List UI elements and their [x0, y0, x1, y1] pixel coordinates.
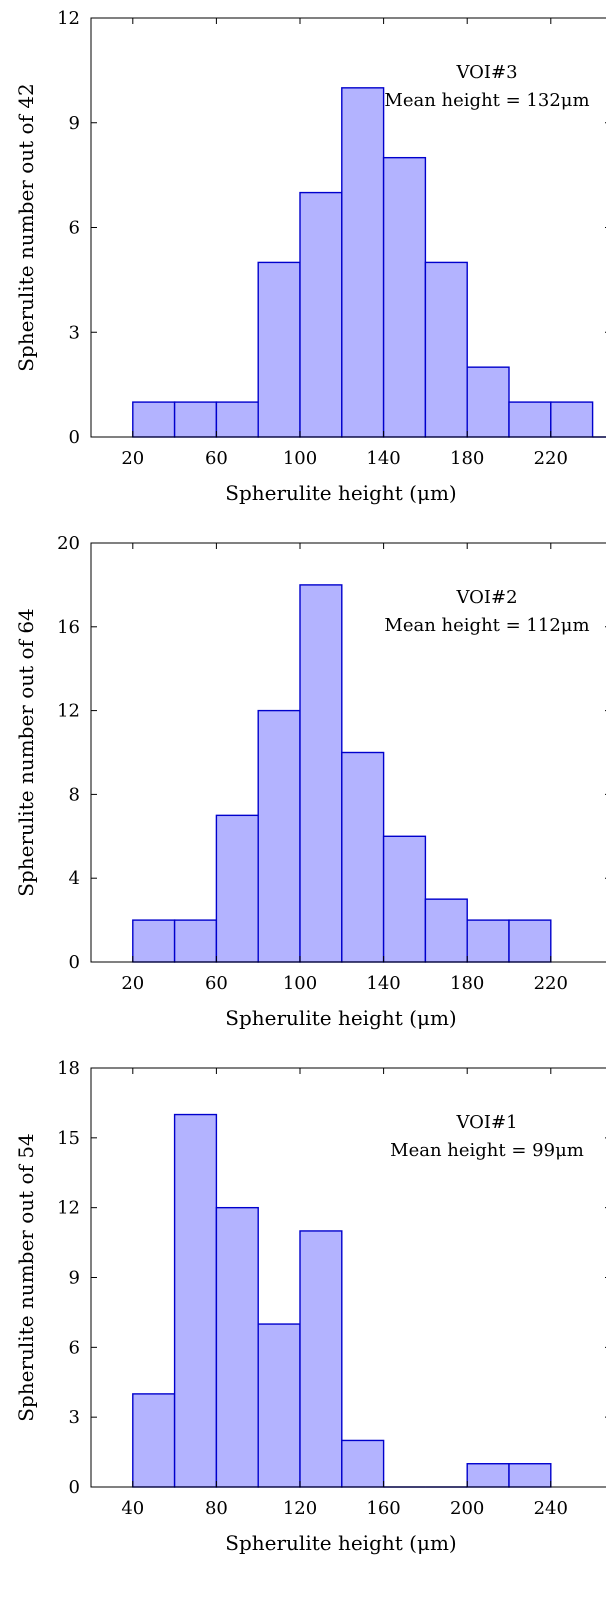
histogram-bar [550, 401, 594, 438]
histogram-bar [299, 584, 343, 963]
histogram-bar [132, 401, 176, 438]
y-tick-label: 12 [57, 701, 80, 722]
histogram-bar [341, 87, 385, 438]
x-tick-label: 180 [450, 973, 484, 994]
x-tick-label: 140 [366, 973, 400, 994]
plot-frame [90, 542, 606, 963]
histogram-bar [466, 366, 510, 438]
x-tick-label: 40 [121, 1498, 144, 1519]
histogram-bar [257, 261, 301, 438]
y-tick-label: 12 [57, 1198, 80, 1219]
histogram-bar [215, 401, 259, 438]
y-tick-label: 0 [69, 952, 80, 973]
histogram-bar [132, 1393, 176, 1488]
x-tick-label: 160 [366, 1498, 400, 1519]
x-tick-label: 20 [121, 973, 144, 994]
y-tick-label: 3 [69, 322, 80, 343]
histogram-panel-2: 20 60 100 140 180 220 0 4 8 12 16 20 Spherulite heig… [14, 533, 606, 1030]
y-tick-label: 0 [69, 1477, 80, 1498]
y-tick-label: 15 [57, 1128, 80, 1149]
mean-height-label: Mean height = 132μm [384, 90, 589, 111]
x-axis-label: Spherulite height (μm) [225, 1006, 456, 1030]
histogram-bar [257, 709, 301, 963]
y-tick-label: 20 [57, 533, 80, 554]
histogram-bar [508, 401, 552, 438]
x-tick-label: 100 [283, 448, 317, 469]
x-tick-label: 140 [366, 448, 400, 469]
y-tick-label: 4 [69, 868, 80, 889]
y-axis-label: Spherulite number out of 64 [14, 608, 38, 897]
y-tick-label: 6 [69, 218, 80, 239]
x-tick-label: 240 [534, 1498, 568, 1519]
voi-label: VOI#3 [455, 62, 517, 83]
x-axis-label: Spherulite height (μm) [225, 481, 456, 505]
mean-height-label: Mean height = 112μm [384, 615, 589, 636]
x-tick-label: 120 [283, 1498, 317, 1519]
y-axis-label: Spherulite number out of 54 [14, 1133, 38, 1422]
y-tick-label: 3 [69, 1407, 80, 1428]
histogram-panel-1: 2060100140180220260036912Spherulite heig… [14, 8, 606, 505]
x-tick-label: 60 [205, 973, 228, 994]
x-tick-label: 80 [205, 1498, 228, 1519]
histogram-bar [341, 751, 385, 963]
voi-label: VOI#2 [455, 587, 517, 608]
x-axis-label: Spherulite height (μm) [225, 1531, 456, 1555]
y-tick-label: 8 [69, 784, 80, 805]
x-tick-label: 60 [205, 448, 228, 469]
histogram-panel-3: 40 80 120 160 200 240 0 3 6 9 12 15 18 Spherulite hei… [14, 1058, 606, 1555]
x-tick-label: 20 [121, 448, 144, 469]
voi-label: VOI#1 [455, 1112, 517, 1133]
x-tick-label: 200 [450, 1498, 484, 1519]
x-tick-label: 220 [534, 973, 568, 994]
histogram-bar [215, 1206, 259, 1488]
histogram-bar [424, 261, 468, 438]
histogram-bar [299, 1230, 343, 1488]
y-tick-label: 9 [69, 113, 80, 134]
y-tick-label: 16 [57, 617, 80, 638]
histogram-bar [424, 898, 468, 963]
x-tick-label: 220 [534, 448, 568, 469]
mean-height-label: Mean height = 99μm [390, 1140, 584, 1161]
histogram-bar [173, 401, 218, 438]
y-tick-label: 18 [57, 1058, 80, 1079]
histogram-bar [382, 156, 427, 438]
histogram-bar [508, 919, 552, 963]
histogram-bar [466, 919, 510, 963]
histogram-bar [173, 1113, 218, 1488]
histogram-bar [382, 835, 427, 963]
y-tick-label: 0 [69, 427, 80, 448]
y-tick-label: 12 [57, 8, 80, 29]
y-axis-label: Spherulite number out of 42 [14, 83, 38, 372]
x-tick-label: 180 [450, 448, 484, 469]
y-tick-label: 9 [69, 1268, 80, 1289]
histogram-bar [299, 191, 343, 438]
histogram-bar [341, 1439, 385, 1488]
histogram-bar [132, 919, 176, 963]
histogram-bar [215, 814, 259, 963]
histogram-bar [508, 1463, 552, 1488]
y-tick-label: 6 [69, 1337, 80, 1358]
histogram-bar [466, 1463, 510, 1488]
x-tick-label: 100 [283, 973, 317, 994]
histogram-bar [173, 919, 218, 963]
histogram-bar [257, 1323, 301, 1488]
